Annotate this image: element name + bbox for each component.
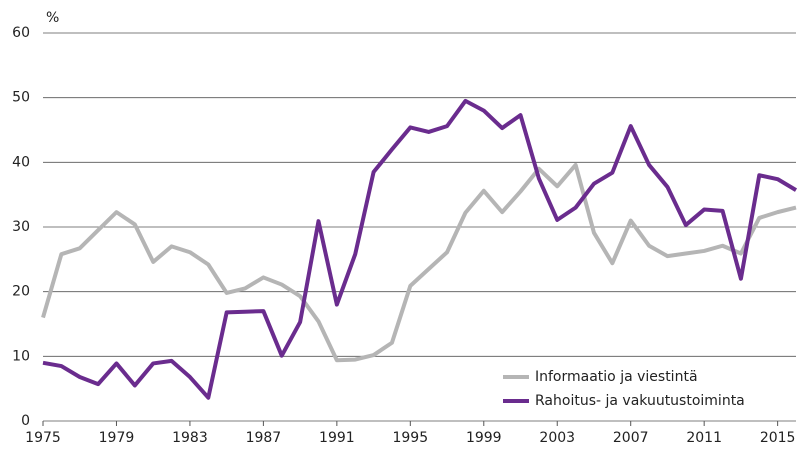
legend-label: Rahoitus- ja vakuutustoiminta	[535, 393, 745, 409]
series-line	[42, 98, 798, 400]
x-tick-label: 1983	[172, 430, 208, 446]
y-tick-label: 40	[12, 154, 30, 170]
x-tick-label: 1987	[246, 430, 282, 446]
y-tick-label: 10	[12, 348, 30, 364]
y-axis-label: %	[46, 10, 59, 26]
legend-label: Informaatio ja viestintä	[535, 369, 698, 385]
x-tick-label: 2015	[760, 430, 796, 446]
x-tick-label: 1975	[25, 430, 61, 446]
y-tick-label: 20	[12, 284, 30, 300]
x-tick-label: 1979	[99, 430, 135, 446]
x-tick-label: 1991	[319, 430, 355, 446]
y-tick-label: 60	[12, 25, 30, 41]
x-tick-label: 2003	[539, 430, 575, 446]
x-tick-label: 2011	[686, 430, 722, 446]
x-tick-label: 2007	[613, 430, 649, 446]
y-tick-label: 0	[21, 413, 30, 429]
x-tick-label: 1999	[466, 430, 502, 446]
x-tick-label: 1995	[392, 430, 428, 446]
y-tick-label: 30	[12, 219, 30, 235]
series-line	[41, 162, 797, 363]
y-tick-label: 50	[12, 90, 30, 106]
